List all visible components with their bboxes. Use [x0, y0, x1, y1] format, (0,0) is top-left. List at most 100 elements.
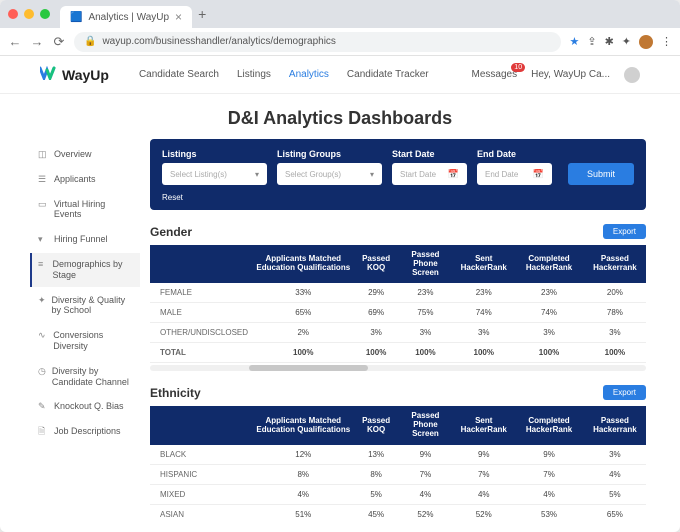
- column-header: Applicants Matched Education Qualificati…: [252, 245, 354, 283]
- table-cell: 8%: [355, 464, 398, 484]
- sidebar-item[interactable]: ∿Conversions Diversity: [30, 324, 140, 358]
- table-cell: 100%: [514, 343, 584, 363]
- close-window-icon[interactable]: [8, 9, 18, 19]
- browser-tab[interactable]: 🟦 Analytics | WayUp ×: [60, 6, 192, 28]
- column-header: Passed Phone Screen: [398, 406, 454, 444]
- maximize-window-icon[interactable]: [40, 9, 50, 19]
- filter-group: Start DateStart Date 📅: [392, 149, 467, 185]
- bookmark-icon[interactable]: ★: [569, 35, 579, 48]
- column-header: Completed HackerRank: [514, 245, 584, 283]
- new-tab-button[interactable]: +: [198, 6, 206, 22]
- nav-link[interactable]: Candidate Tracker: [347, 69, 429, 80]
- reset-link[interactable]: Reset: [162, 193, 634, 202]
- sidebar-icon: ▾: [38, 234, 48, 245]
- table-cell: 4%: [252, 484, 354, 504]
- nav-link[interactable]: Analytics: [289, 69, 329, 80]
- sidebar-item-label: Job Descriptions: [54, 426, 121, 437]
- table-cell: 78%: [584, 303, 646, 323]
- column-header: Passed Phone Screen: [398, 245, 454, 283]
- table-cell: FEMALE: [150, 283, 252, 303]
- table-cell: 12%: [252, 445, 354, 465]
- table-cell: 100%: [398, 343, 454, 363]
- filter-input[interactable]: Start Date 📅: [392, 163, 467, 185]
- table-cell: 20%: [584, 283, 646, 303]
- table-cell: 74%: [514, 303, 584, 323]
- table-cell: 33%: [252, 283, 354, 303]
- table-row: OTHER/UNDISCLOSED2%3%3%3%3%3%: [150, 323, 646, 343]
- sidebar-icon: ▭: [38, 199, 48, 210]
- table-cell: 3%: [584, 323, 646, 343]
- table-cell: 23%: [453, 283, 514, 303]
- chevron-down-icon: ▾: [255, 170, 259, 179]
- sidebar-item[interactable]: ▭Virtual Hiring Events: [30, 193, 140, 227]
- filter-placeholder: Start Date: [400, 170, 436, 179]
- logo-text: WayUp: [62, 67, 109, 83]
- table-cell: 4%: [514, 484, 584, 504]
- filter-label: End Date: [477, 149, 552, 159]
- nav-link[interactable]: Listings: [237, 69, 271, 80]
- table-cell: MALE: [150, 303, 252, 323]
- nav-link[interactable]: Candidate Search: [139, 69, 219, 80]
- profile-avatar[interactable]: [639, 35, 653, 49]
- logo-mark-icon: [40, 66, 58, 83]
- submit-button[interactable]: Submit: [568, 163, 634, 185]
- sidebar-item[interactable]: ✦ Diversity & Quality by School: [30, 289, 140, 323]
- filter-panel: Listings Select Listing(s)▾ Listing Groups…: [150, 139, 646, 210]
- sidebar-item[interactable]: ▾Hiring Funnel: [30, 228, 140, 251]
- table-cell: 53%: [514, 504, 584, 522]
- forward-icon[interactable]: →: [30, 34, 44, 49]
- table-cell: 3%: [453, 323, 514, 343]
- table-cell: 4%: [453, 484, 514, 504]
- url-input[interactable]: 🔒 wayup.com/businesshandler/analytics/de…: [74, 32, 561, 52]
- table-cell: 75%: [398, 303, 454, 323]
- table-cell: BLACK: [150, 445, 252, 465]
- table-cell: 65%: [584, 504, 646, 522]
- sidebar-item[interactable]: 🗎Job Descriptions: [30, 420, 140, 443]
- filter-placeholder: End Date: [485, 170, 518, 179]
- column-header: Passed KOQ: [355, 406, 398, 444]
- export-button[interactable]: Export: [603, 224, 646, 239]
- logo[interactable]: WayUp: [40, 66, 109, 83]
- messages-badge: 10: [511, 63, 525, 72]
- sidebar-icon: ✦: [38, 295, 46, 306]
- horizontal-scrollbar[interactable]: [150, 365, 646, 371]
- table-cell: 9%: [398, 445, 454, 465]
- export-button[interactable]: Export: [603, 385, 646, 400]
- sidebar-item[interactable]: ◷Diversity by Candidate Channel: [30, 360, 140, 394]
- sidebar-item-label: Diversity & Quality by School: [52, 295, 134, 317]
- filter-group: Listing GroupsSelect Group(s)▾: [277, 149, 382, 185]
- table-cell: 69%: [355, 303, 398, 323]
- filter-label: Listings: [162, 149, 267, 159]
- sidebar-item[interactable]: ◫Overview: [30, 143, 140, 166]
- filter-input[interactable]: End Date📅: [477, 163, 552, 185]
- sidebar-item[interactable]: ≡Demographics by Stage: [30, 253, 140, 287]
- minimize-window-icon[interactable]: [24, 9, 34, 19]
- sidebar: ◫Overview☰Applicants▭Virtual Hiring Even…: [30, 139, 140, 522]
- sidebar-item[interactable]: ✎Knockout Q. Bias: [30, 395, 140, 418]
- sidebar-item[interactable]: ☰Applicants: [30, 168, 140, 191]
- table-cell: MIXED: [150, 484, 252, 504]
- share-icon[interactable]: ⇪: [587, 35, 596, 48]
- data-table: Applicants Matched Education Qualificati…: [150, 406, 646, 522]
- nav-messages[interactable]: Messages 10: [472, 69, 518, 80]
- calendar-icon: 📅: [448, 169, 459, 180]
- close-tab-icon[interactable]: ×: [175, 10, 182, 24]
- filter-input[interactable]: Select Group(s)▾: [277, 163, 382, 185]
- back-icon[interactable]: ←: [8, 34, 22, 49]
- column-header: Sent HackerRank: [453, 245, 514, 283]
- filter-input[interactable]: Select Listing(s)▾: [162, 163, 267, 185]
- table-cell: 100%: [453, 343, 514, 363]
- puzzle-icon[interactable]: ✦: [622, 35, 631, 48]
- tab-title: Analytics | WayUp: [88, 12, 169, 23]
- column-header: [150, 245, 252, 283]
- menu-icon[interactable]: ⋮: [661, 35, 672, 48]
- user-avatar[interactable]: [624, 67, 640, 83]
- table-cell: 9%: [514, 445, 584, 465]
- reload-icon[interactable]: ⟳: [52, 34, 66, 50]
- page-title: D&I Analytics Dashboards: [0, 94, 680, 139]
- extension-icon[interactable]: ✱: [605, 35, 614, 48]
- table-row: FEMALE33%29%23%23%23%20%: [150, 283, 646, 303]
- column-header: Passed Hackerrank: [584, 245, 646, 283]
- table-row: MIXED4%5%4%4%4%5%: [150, 484, 646, 504]
- table-cell: 100%: [355, 343, 398, 363]
